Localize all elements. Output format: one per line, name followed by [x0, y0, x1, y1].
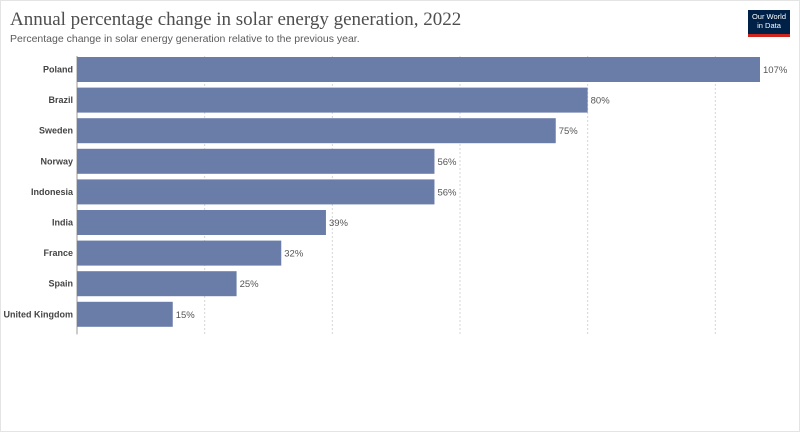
value-label: 32% [284, 249, 304, 260]
category-label: France [43, 248, 73, 258]
value-label: 15% [176, 310, 196, 321]
value-label: 107% [763, 65, 788, 76]
owid-logo[interactable]: Our World in Data [748, 10, 790, 37]
bar-brazil [77, 87, 588, 113]
bar-indonesia [77, 179, 435, 205]
value-label: 80% [591, 96, 611, 107]
label-layer: Poland 107% Brazil 80% Sweden 75% Norway 56% Ind… [4, 65, 788, 321]
logo-line-1: Our World [751, 12, 787, 21]
category-label: Brazil [48, 95, 73, 105]
category-label: Spain [48, 279, 73, 289]
chart-title: Annual percentage change in solar energy… [10, 9, 462, 30]
category-label: India [52, 218, 74, 228]
value-label: 75% [559, 126, 579, 137]
value-label: 56% [437, 187, 457, 198]
bar-spain [77, 271, 237, 297]
value-label: 39% [329, 218, 349, 229]
logo-line-2: in Data [757, 21, 781, 30]
category-label: Sweden [39, 126, 73, 136]
category-label: Indonesia [31, 187, 74, 197]
category-label: Norway [40, 156, 73, 166]
bar-norway [77, 148, 435, 174]
category-label: United Kingdom [4, 309, 74, 319]
value-label: 25% [240, 279, 260, 290]
bar-poland [77, 57, 760, 82]
category-label: Poland [43, 65, 73, 75]
bar-united-kingdom [77, 301, 173, 327]
chart-subtitle: Percentage change in solar energy genera… [10, 33, 360, 45]
bar-india [77, 210, 326, 235]
value-label: 56% [437, 157, 457, 168]
bar-layer [77, 57, 760, 327]
bar-france [77, 240, 282, 266]
bar-sweden [77, 118, 556, 144]
